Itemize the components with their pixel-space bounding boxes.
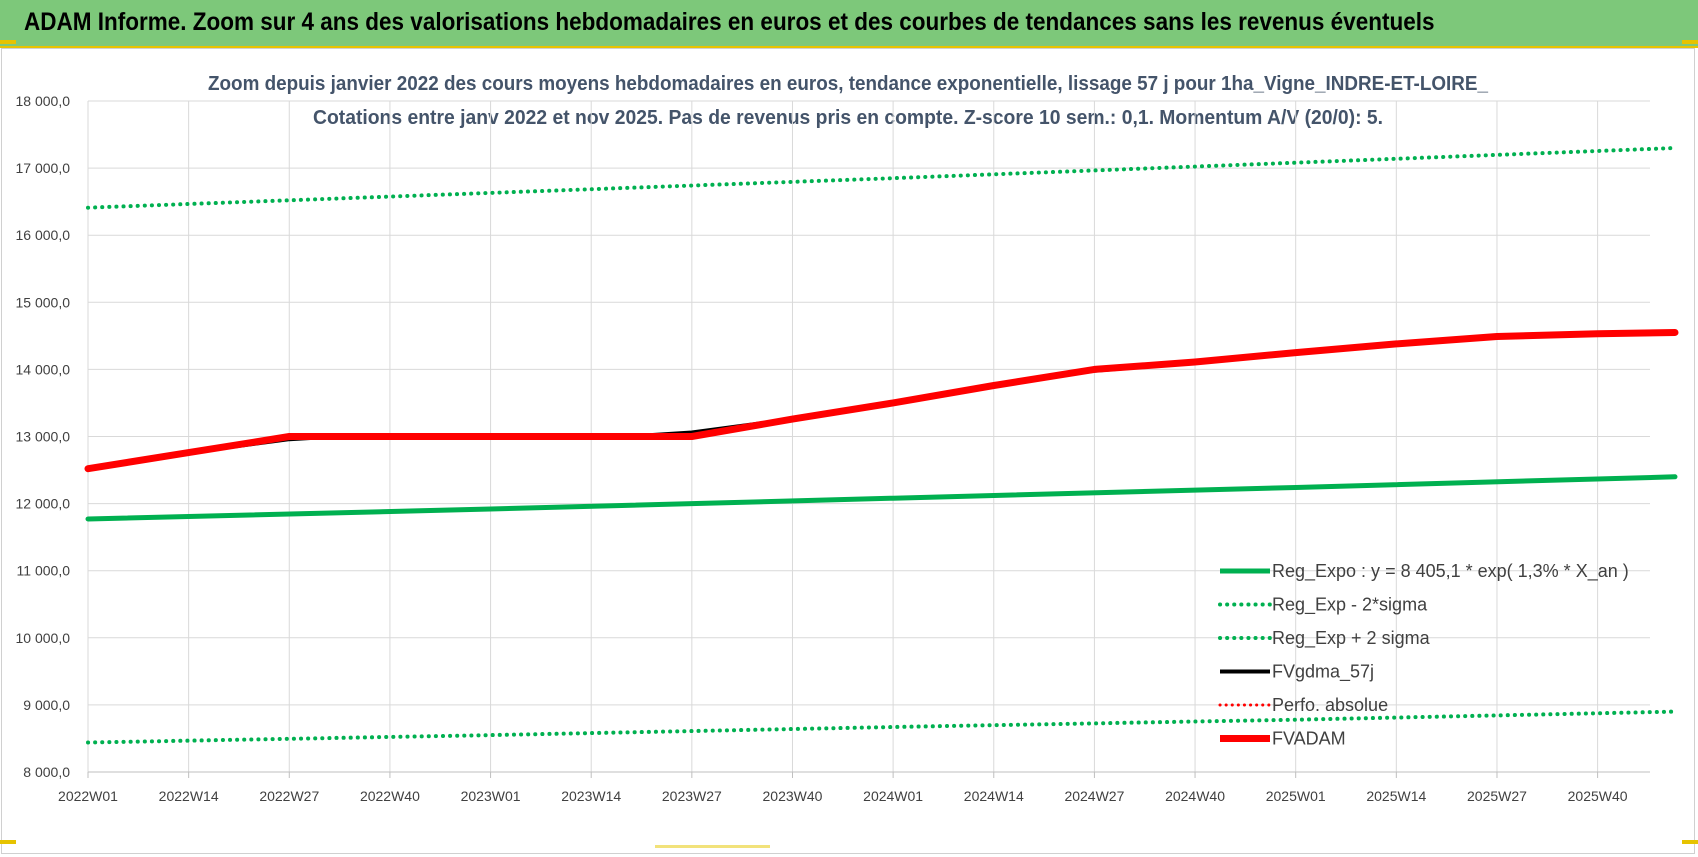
chart-series [84, 146, 1679, 745]
x-tick-label: 2023W40 [763, 788, 823, 804]
series-line-5 [84, 329, 1679, 473]
chart-legend: Reg_Expo : y = 8 405,1 * exp( 1,3% * X_a… [1218, 561, 1629, 749]
chart-frame [1, 48, 1695, 854]
x-tick-label: 2023W01 [461, 788, 521, 804]
chart-subtitle: Cotations entre janv 2022 et nov 2025. P… [313, 107, 1383, 129]
x-tick-label: 2025W27 [1467, 788, 1527, 804]
x-tick-label: 2025W01 [1266, 788, 1326, 804]
x-tick-label: 2024W27 [1064, 788, 1124, 804]
y-tick-label: 18 000,0 [16, 93, 71, 109]
legend-entry: FVgdma_57j [1272, 662, 1374, 683]
report-title: ADAM Informe. Zoom sur 4 ans des valoris… [24, 8, 1435, 36]
x-tick-label: 2023W14 [561, 788, 621, 804]
frame-corner-top-right [1682, 40, 1698, 44]
x-tick-label: 2024W40 [1165, 788, 1225, 804]
legend-entry: Reg_Exp + 2 sigma [1272, 628, 1431, 649]
x-tick-label: 2025W40 [1568, 788, 1628, 804]
series-line-4 [86, 331, 1677, 471]
legend-entry: Reg_Exp - 2*sigma [1272, 595, 1428, 616]
legend-entry: FVADAM [1272, 729, 1346, 749]
x-tick-label: 2022W14 [159, 788, 219, 804]
x-tick-label: 2023W27 [662, 788, 722, 804]
y-tick-label: 12 000,0 [16, 496, 71, 512]
frame-marker-bottom [655, 845, 770, 848]
x-tick-label: 2024W14 [964, 788, 1024, 804]
y-tick-label: 17 000,0 [16, 160, 71, 176]
x-tick-label: 2022W01 [58, 788, 118, 804]
y-tick-label: 14 000,0 [16, 361, 71, 377]
y-tick-label: 9 000,0 [23, 697, 70, 713]
x-axis-ticks: 2022W01 2022W14 2022W27 2022W40 2023W01 2023W… [58, 788, 1628, 804]
series-line-3 [86, 330, 1677, 471]
frame-corner-top-left [0, 40, 16, 44]
series-line-0 [85, 474, 1678, 522]
y-tick-label: 16 000,0 [16, 227, 71, 243]
chart-grid [87, 100, 1650, 778]
y-axis-ticks: 8 000,0 9 000,0 10 000,0 11 000,0 12 000,0 13… [16, 93, 71, 780]
report-banner: ADAM Informe. Zoom sur 4 ans des valoris… [0, 0, 1698, 48]
x-tick-label: 2022W27 [259, 788, 319, 804]
series-line-2 [86, 146, 1677, 210]
frame-corner-bottom-left [0, 840, 16, 844]
y-tick-label: 11 000,0 [17, 563, 71, 579]
y-tick-label: 8 000,0 [23, 764, 70, 780]
chart-title: Zoom depuis janvier 2022 des cours moyen… [208, 73, 1489, 95]
x-tick-label: 2022W40 [360, 788, 420, 804]
y-tick-label: 15 000,0 [16, 294, 71, 310]
frame-corner-bottom-right [1682, 840, 1698, 844]
series-line-1 [86, 709, 1677, 745]
legend-entry: Reg_Expo : y = 8 405,1 * exp( 1,3% * X_a… [1272, 561, 1629, 582]
x-tick-label: 2025W14 [1366, 788, 1426, 804]
legend-entry: Perfo. absolue [1272, 695, 1388, 715]
y-tick-label: 10 000,0 [16, 630, 71, 646]
x-tick-label: 2024W01 [863, 788, 923, 804]
y-tick-label: 13 000,0 [16, 429, 71, 445]
